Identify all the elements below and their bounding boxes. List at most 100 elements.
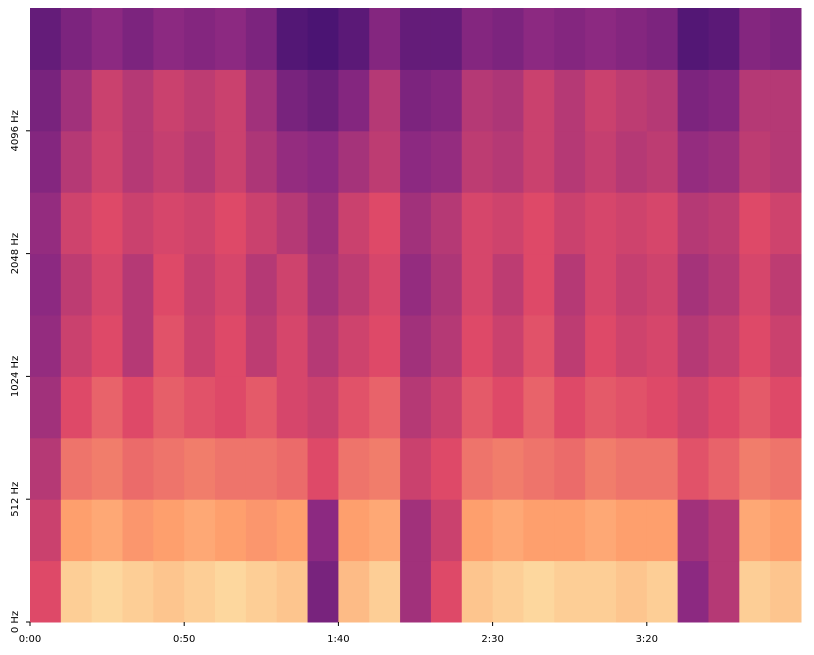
cell bbox=[153, 437, 185, 500]
cell bbox=[338, 192, 370, 255]
cell bbox=[400, 130, 432, 193]
cell bbox=[400, 499, 432, 562]
x-tick-label: 3:20 bbox=[636, 634, 658, 645]
cell bbox=[585, 499, 617, 562]
cell bbox=[276, 315, 309, 377]
cell bbox=[708, 253, 740, 316]
cell bbox=[369, 253, 401, 316]
cell bbox=[461, 130, 494, 193]
y-tick-label: 0 Hz bbox=[10, 611, 21, 633]
cell bbox=[708, 192, 740, 255]
cell bbox=[91, 253, 124, 316]
cell bbox=[770, 192, 802, 255]
cell bbox=[307, 499, 339, 562]
cell bbox=[770, 130, 802, 193]
cell bbox=[400, 69, 432, 132]
cell bbox=[523, 560, 555, 623]
cell bbox=[461, 69, 494, 132]
cell bbox=[461, 315, 494, 377]
cell bbox=[215, 8, 247, 70]
cell bbox=[646, 437, 679, 500]
cell bbox=[60, 192, 93, 255]
cell bbox=[338, 69, 370, 132]
cell bbox=[554, 437, 586, 500]
cell bbox=[245, 8, 278, 70]
cell bbox=[215, 499, 247, 562]
cell bbox=[554, 253, 586, 316]
cell bbox=[646, 560, 679, 623]
cell bbox=[492, 253, 524, 316]
cell bbox=[276, 192, 309, 255]
cell bbox=[215, 253, 247, 316]
cell bbox=[461, 253, 494, 316]
cell bbox=[338, 253, 370, 316]
cell bbox=[523, 253, 555, 316]
x-tick-label: 0:50 bbox=[173, 634, 195, 645]
cell bbox=[60, 69, 93, 132]
cell bbox=[307, 130, 339, 193]
cell bbox=[184, 499, 216, 562]
cell bbox=[492, 130, 524, 193]
cell bbox=[91, 499, 124, 562]
cell bbox=[369, 376, 401, 439]
cell bbox=[770, 69, 802, 132]
cell bbox=[153, 499, 185, 562]
cell bbox=[307, 192, 339, 255]
cell bbox=[184, 560, 216, 623]
cell bbox=[739, 192, 771, 255]
cell bbox=[122, 69, 154, 132]
cell bbox=[461, 8, 494, 70]
cell bbox=[60, 253, 93, 316]
cell bbox=[60, 560, 93, 623]
cell bbox=[461, 499, 494, 562]
cell bbox=[245, 560, 278, 623]
cell bbox=[585, 192, 617, 255]
cell bbox=[60, 130, 93, 193]
cell bbox=[245, 69, 278, 132]
cell bbox=[523, 8, 555, 70]
cell bbox=[245, 437, 278, 500]
cell bbox=[615, 192, 648, 255]
cell bbox=[770, 315, 802, 377]
cell bbox=[554, 376, 586, 439]
cell bbox=[400, 253, 432, 316]
cell bbox=[122, 8, 154, 70]
cell bbox=[770, 253, 802, 316]
cell bbox=[307, 8, 339, 70]
cell bbox=[60, 8, 93, 70]
cell bbox=[677, 69, 709, 132]
cell bbox=[677, 192, 709, 255]
cell bbox=[646, 499, 679, 562]
cell bbox=[585, 130, 617, 193]
y-tick-label: 512 Hz bbox=[10, 482, 21, 517]
cell bbox=[400, 315, 432, 377]
cell bbox=[338, 315, 370, 377]
cell bbox=[430, 130, 463, 193]
cell bbox=[276, 499, 309, 562]
cell bbox=[369, 69, 401, 132]
cell bbox=[215, 192, 247, 255]
cell bbox=[122, 376, 154, 439]
cell bbox=[153, 560, 185, 623]
cell bbox=[739, 253, 771, 316]
cell bbox=[461, 192, 494, 255]
cell bbox=[523, 499, 555, 562]
cell bbox=[245, 130, 278, 193]
cell bbox=[338, 437, 370, 500]
cell bbox=[677, 560, 709, 623]
cell bbox=[523, 192, 555, 255]
cell bbox=[708, 315, 740, 377]
cell bbox=[215, 69, 247, 132]
cell bbox=[615, 253, 648, 316]
cell bbox=[430, 8, 463, 70]
cell bbox=[153, 192, 185, 255]
cell bbox=[276, 253, 309, 316]
cell bbox=[430, 499, 463, 562]
cell bbox=[770, 499, 802, 562]
cell bbox=[184, 315, 216, 377]
cell bbox=[276, 69, 309, 132]
cell bbox=[585, 437, 617, 500]
cell bbox=[585, 8, 617, 70]
cell bbox=[430, 253, 463, 316]
cell bbox=[646, 192, 679, 255]
